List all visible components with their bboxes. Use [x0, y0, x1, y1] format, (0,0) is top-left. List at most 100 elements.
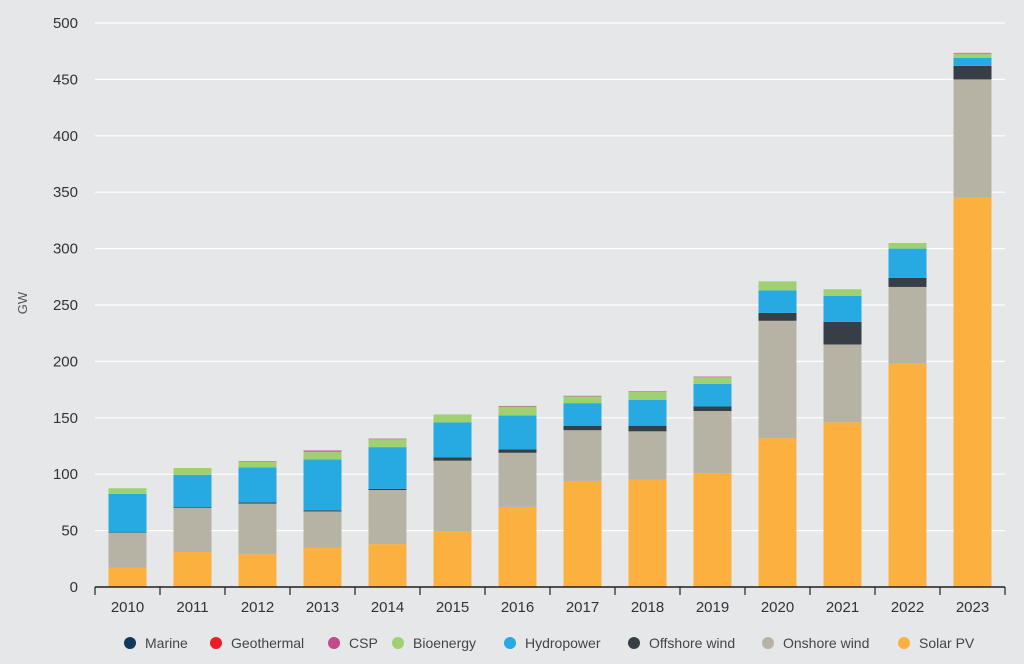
- bar-segment-offshore-wind: [628, 425, 667, 432]
- legend-swatch-bioenergy: [392, 637, 404, 649]
- y-tick-label: 200: [53, 353, 78, 370]
- bar-segment-solar-pv: [238, 554, 277, 587]
- bar-segment-bioenergy: [368, 439, 407, 448]
- y-tick-label: 450: [53, 71, 78, 88]
- bar-segment-solar-pv: [823, 422, 862, 587]
- y-tick-label: 350: [53, 184, 78, 201]
- x-tick-label: 2021: [826, 599, 859, 616]
- legend-label: Offshore wind: [649, 635, 735, 651]
- y-tick-label: 250: [53, 297, 78, 314]
- bar-segment-bioenergy: [758, 281, 797, 291]
- bar-segment-onshore-wind: [238, 503, 277, 555]
- bar-segment-onshore-wind: [693, 411, 732, 474]
- bar-segment-hydropower: [823, 295, 862, 322]
- bar-segment-bioenergy: [173, 467, 212, 475]
- bar-segment-bioenergy: [563, 396, 602, 404]
- bar-segment-hydropower: [758, 290, 797, 313]
- bar-segment-offshore-wind: [953, 65, 992, 80]
- bar-segment-onshore-wind: [758, 320, 797, 439]
- x-tick-label: 2022: [891, 599, 924, 616]
- bar-segment-csp: [238, 461, 277, 462]
- y-tick-label: 400: [53, 128, 78, 145]
- bar-segment-solar-pv: [498, 506, 537, 587]
- bar-segment-onshore-wind: [628, 431, 667, 480]
- bar-segment-bioenergy: [238, 461, 277, 468]
- bars: [108, 52, 992, 587]
- y-tick-label: 0: [70, 579, 78, 596]
- bar-segment-onshore-wind: [953, 79, 992, 198]
- bar-segment-csp: [693, 376, 732, 378]
- legend-swatch-csp: [328, 637, 340, 649]
- bar-segment-onshore-wind: [433, 460, 472, 532]
- bar-segment-bioenergy: [303, 451, 342, 460]
- legend-label: Marine: [145, 635, 188, 651]
- bar-segment-offshore-wind: [498, 449, 537, 453]
- bar-segment-bioenergy: [823, 289, 862, 296]
- x-tick-label: 2012: [241, 599, 274, 616]
- bar-segment-offshore-wind: [693, 406, 732, 412]
- bar-segment-bioenergy: [693, 377, 732, 384]
- bar-segment-offshore-wind: [238, 502, 277, 504]
- bar-segment-solar-pv: [888, 363, 927, 587]
- legend-label: Hydropower: [525, 635, 601, 651]
- bar-segment-offshore-wind: [368, 488, 407, 490]
- bar-segment-offshore-wind: [823, 321, 862, 345]
- bar-segment-solar-pv: [563, 480, 602, 587]
- bar-segment-onshore-wind: [173, 508, 212, 553]
- x-tick-label: 2010: [111, 599, 144, 616]
- bar-segment-onshore-wind: [303, 511, 342, 548]
- legend-label: Onshore wind: [783, 635, 869, 651]
- bar-segment-solar-pv: [173, 552, 212, 587]
- bar-segment-csp: [953, 52, 992, 54]
- y-tick-label: 50: [61, 523, 78, 540]
- bar-segment-hydropower: [628, 399, 667, 426]
- legend-swatch-geothermal: [210, 637, 222, 649]
- x-tick-label: 2013: [306, 599, 339, 616]
- bar-segment-hydropower: [173, 474, 212, 508]
- x-tick-label: 2018: [631, 599, 664, 616]
- legend-swatch-marine: [124, 637, 136, 649]
- x-tick-label: 2019: [696, 599, 729, 616]
- bar-segment-solar-pv: [628, 479, 667, 587]
- legend-label: CSP: [349, 635, 378, 651]
- bar-segment-offshore-wind: [173, 507, 212, 509]
- bar-segment-solar-pv: [953, 197, 992, 587]
- y-tick-label: 300: [53, 241, 78, 258]
- bar-segment-hydropower: [238, 467, 277, 503]
- bar-segment-onshore-wind: [368, 489, 407, 545]
- bar-segment-solar-pv: [693, 473, 732, 587]
- bar-segment-csp: [563, 395, 602, 397]
- bar-segment-onshore-wind: [823, 344, 862, 423]
- bar-segment-solar-pv: [368, 544, 407, 587]
- legend-label: Bioenergy: [413, 635, 476, 651]
- x-tick-label: 2020: [761, 599, 794, 616]
- x-tick-label: 2017: [566, 599, 599, 616]
- bar-segment-csp: [498, 405, 537, 407]
- x-tick-label: 2023: [956, 599, 989, 616]
- bar-segment-offshore-wind: [563, 425, 602, 431]
- bar-segment-offshore-wind: [303, 510, 342, 512]
- bar-segment-offshore-wind: [758, 312, 797, 321]
- bar-segment-solar-pv: [108, 567, 147, 587]
- bar-segment-hydropower: [108, 493, 147, 533]
- bar-segment-csp: [628, 391, 667, 392]
- bar-segment-bioenergy: [888, 242, 927, 249]
- bar-segment-onshore-wind: [108, 532, 147, 568]
- bar-segment-hydropower: [953, 57, 992, 66]
- bar-segment-onshore-wind: [888, 286, 927, 364]
- legend: Marine Geothermal CSP Bioenergy Hydropower Of…: [124, 635, 975, 651]
- x-tick-label: 2011: [176, 599, 208, 616]
- bar-segment-offshore-wind: [108, 532, 147, 533]
- x-tick-label: 2015: [436, 599, 469, 616]
- bar-segment-csp: [368, 438, 407, 440]
- bar-segment-hydropower: [563, 403, 602, 426]
- bar-segment-hydropower: [888, 248, 927, 278]
- bar-segment-offshore-wind: [888, 277, 927, 287]
- legend-swatch-solar-pv: [898, 637, 910, 649]
- legend-label: Solar PV: [919, 635, 975, 651]
- bar-segment-bioenergy: [953, 53, 992, 58]
- x-tick-label: 2016: [501, 599, 534, 616]
- bar-segment-solar-pv: [303, 547, 342, 587]
